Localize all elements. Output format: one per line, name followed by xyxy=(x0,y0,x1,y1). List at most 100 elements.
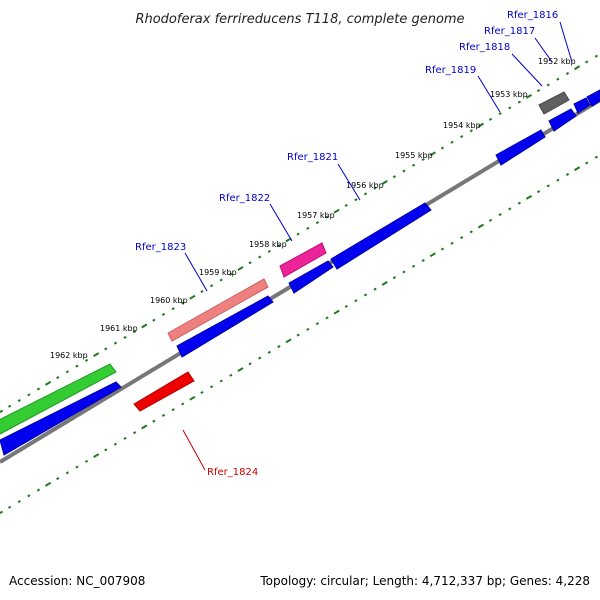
gene-arrow-green[interactable] xyxy=(0,363,117,435)
scale-label: 1960 kbp xyxy=(150,296,188,305)
ruler-minor-tick xyxy=(123,335,127,339)
gene-arrows-forward xyxy=(0,91,570,435)
gene-label-rfer-1819[interactable]: Rfer_1819 xyxy=(425,65,476,76)
ruler-minor-tick xyxy=(469,230,473,234)
ruler-major-tick xyxy=(285,338,292,344)
gene-label-rfer-1817[interactable]: Rfer_1817 xyxy=(484,26,535,37)
gene-arrow-blue[interactable] xyxy=(586,89,600,107)
gene-label-rfer-1821[interactable]: Rfer_1821 xyxy=(287,152,338,163)
ruler-minor-tick xyxy=(344,203,348,207)
gene-arrow-blue[interactable] xyxy=(176,295,274,358)
gene-label-rfer-1822[interactable]: Rfer_1822 xyxy=(219,193,270,204)
ruler-minor-tick xyxy=(171,408,175,412)
ruler-minor-tick xyxy=(546,83,550,87)
ruler-minor-tick xyxy=(392,175,396,179)
ruler-minor-tick xyxy=(36,387,41,391)
scale-label: 1957 kbp xyxy=(297,211,335,220)
ruler-minor-tick xyxy=(440,146,445,150)
ruler-minor-tick xyxy=(556,77,560,81)
scale-label: 1955 kbp xyxy=(395,151,433,160)
ruler-minor-tick xyxy=(363,293,368,297)
ruler-minor-tick xyxy=(229,272,233,276)
ruler-minor-tick xyxy=(267,249,271,253)
ruler-minor-tick xyxy=(460,236,464,240)
ruler-major-tick xyxy=(0,510,4,515)
ruler-minor-tick xyxy=(209,385,214,389)
ruler-minor-tick xyxy=(75,465,79,469)
ruler-major-tick xyxy=(381,180,388,185)
gene-arrow-blue[interactable] xyxy=(573,97,591,114)
ruler-major-tick xyxy=(333,208,340,214)
ruler-major-tick xyxy=(141,323,148,329)
ruler-minor-tick xyxy=(517,100,522,104)
gene-label-rfer-1823[interactable]: Rfer_1823 xyxy=(135,242,186,253)
ruler-minor-tick xyxy=(315,221,320,225)
ruler-minor-tick xyxy=(508,106,512,110)
ruler-minor-tick xyxy=(258,356,262,360)
ruler-major-tick xyxy=(45,380,52,386)
gene-arrow-blue[interactable] xyxy=(495,129,546,166)
ruler-minor-tick xyxy=(36,488,41,492)
ruler-minor-tick xyxy=(161,413,166,417)
ruler-minor-tick xyxy=(200,390,204,395)
ruler-minor-tick xyxy=(296,232,300,236)
ruler-major-tick xyxy=(573,166,581,172)
ruler-major-tick xyxy=(45,481,52,487)
ruler-minor-tick xyxy=(411,264,416,268)
scale-label: 1961 kbp xyxy=(100,324,138,333)
ruler-minor-tick xyxy=(411,163,416,167)
scale-labels: 1952 kbp 1953 kbp 1954 kbp 1955 kbp 1956… xyxy=(50,57,576,360)
ruler-minor-tick xyxy=(133,431,137,435)
gene-arrow-blue[interactable] xyxy=(288,260,334,294)
gene-labels: Rfer_1816 Rfer_1817 Rfer_1818 Rfer_1819 … xyxy=(135,10,558,478)
ruler-minor-tick xyxy=(594,155,598,159)
gene-arrow-blue[interactable] xyxy=(330,202,432,270)
scale-label: 1953 kbp xyxy=(490,90,528,99)
gene-arrow-pink[interactable] xyxy=(279,242,327,278)
ruler-minor-tick xyxy=(556,178,560,182)
gene-arrow-gray[interactable] xyxy=(538,91,570,115)
ruler-minor-tick xyxy=(133,330,137,334)
ruler-major-tick xyxy=(477,223,484,229)
gene-arrow-blue[interactable] xyxy=(0,381,122,456)
ruler-minor-tick xyxy=(402,270,406,274)
ruler-major-tick xyxy=(573,65,581,71)
ruler-minor-tick xyxy=(17,398,21,403)
gene-label-rfer-1816[interactable]: Rfer_1816 xyxy=(507,10,558,21)
gene-arrow-blue[interactable] xyxy=(548,108,577,132)
ruler-minor-tick xyxy=(508,207,512,211)
scale-label: 1958 kbp xyxy=(249,240,287,249)
ruler-minor-tick xyxy=(354,198,358,202)
ruler-minor-tick xyxy=(306,226,310,230)
ruler-minor-tick xyxy=(277,345,281,349)
ruler-minor-tick xyxy=(594,54,598,58)
ruler-minor-tick xyxy=(392,276,396,280)
ruler-minor-tick xyxy=(267,350,271,354)
ruler-minor-tick xyxy=(277,244,281,248)
ruler-minor-tick xyxy=(219,379,223,383)
ruler-minor-tick xyxy=(565,172,570,176)
ruler-minor-tick xyxy=(546,184,550,188)
gene-arrow-red[interactable] xyxy=(133,371,195,412)
gene-label-rfer-1818[interactable]: Rfer_1818 xyxy=(459,42,510,53)
scale-ruler-bottom xyxy=(0,155,598,515)
ruler-minor-tick xyxy=(536,190,541,194)
gene-label-rfer-1824[interactable]: Rfer_1824 xyxy=(207,467,258,478)
ruler-minor-tick xyxy=(123,436,127,440)
ruler-minor-tick xyxy=(27,494,31,498)
ruler-minor-tick xyxy=(565,71,570,75)
gene-arrow-salmon[interactable] xyxy=(167,278,269,342)
ruler-minor-tick xyxy=(65,370,69,374)
genome-summary-text: Topology: circular; Length: 4,712,337 bp… xyxy=(260,574,590,588)
ruler-minor-tick xyxy=(181,402,185,406)
ruler-minor-tick xyxy=(56,477,60,481)
ruler-minor-tick xyxy=(65,471,69,475)
ruler-major-tick xyxy=(141,424,148,430)
scale-label: 1954 kbp xyxy=(443,121,481,130)
ruler-major-tick xyxy=(93,453,100,459)
ruler-minor-tick xyxy=(248,261,252,265)
ruler-minor-tick xyxy=(296,333,300,337)
ruler-minor-tick xyxy=(344,304,348,308)
ruler-minor-tick xyxy=(325,215,329,219)
